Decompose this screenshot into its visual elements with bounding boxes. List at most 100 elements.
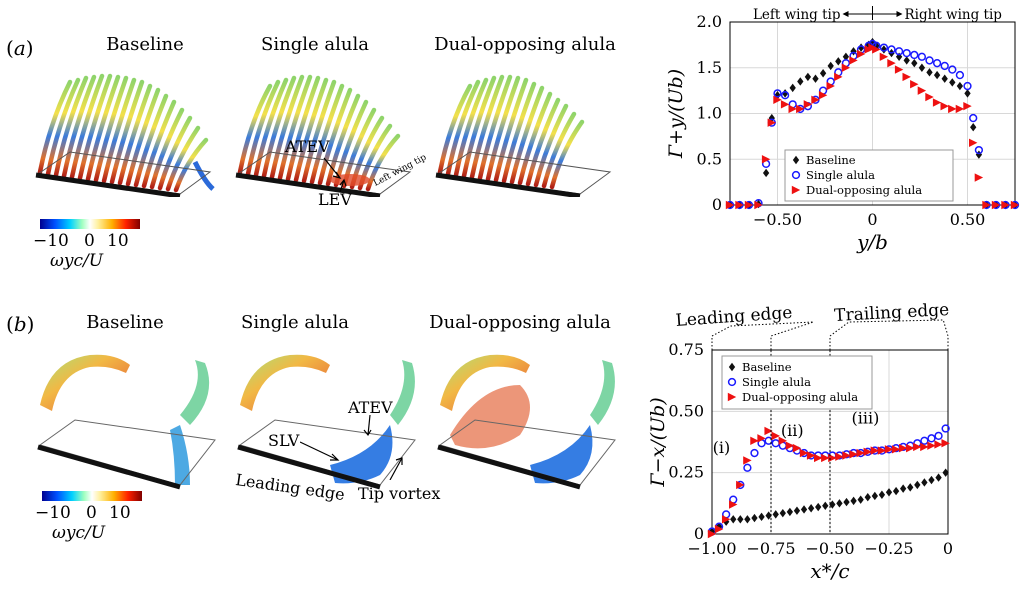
data-point <box>750 448 759 458</box>
colorbar-a-tick-mid: 0 <box>84 231 95 251</box>
data-point <box>871 491 878 501</box>
legend-box <box>784 149 954 202</box>
data-point <box>806 451 816 460</box>
colorbar-b-tick-min: −10 <box>35 503 71 523</box>
data-point <box>884 445 894 454</box>
data-point <box>894 65 904 74</box>
y-tick-label: 0.50 <box>668 401 704 420</box>
legend-marker <box>727 377 737 387</box>
data-point <box>751 513 758 523</box>
data-point <box>744 515 751 524</box>
y-tick-label: 1.0 <box>697 104 722 123</box>
legend-label: Baseline <box>742 360 792 374</box>
data-point <box>721 515 731 524</box>
data-point <box>969 138 978 147</box>
data-point <box>707 529 717 539</box>
data-point <box>850 47 857 56</box>
data-point <box>891 445 901 454</box>
data-point <box>900 484 907 493</box>
y-axis-label: Γ+y/(Ub) <box>665 69 687 159</box>
leading-edge-bracket <box>711 321 814 350</box>
data-point <box>940 101 949 111</box>
data-point <box>757 434 766 443</box>
x-tick-label: −1.00 <box>687 539 736 558</box>
data-point <box>764 436 773 445</box>
annotation-right-wing-tip-chart: Right wing tip <box>905 7 1002 23</box>
legend-marker <box>792 155 800 165</box>
data-point <box>879 43 889 52</box>
annotation-arrows-a <box>323 157 347 193</box>
data-point <box>754 200 763 210</box>
data-point <box>920 436 929 445</box>
data-point <box>932 59 942 68</box>
data-point <box>761 155 771 164</box>
panel-a-title-baseline: Baseline <box>106 34 184 55</box>
data-point <box>856 49 866 59</box>
data-point <box>800 505 808 514</box>
plot-frame <box>729 21 1016 206</box>
data-point <box>925 92 934 102</box>
data-point <box>779 508 786 518</box>
colorbar-a-tick-max: 10 <box>107 231 129 251</box>
trailing-edge-bracket <box>829 319 949 350</box>
y-tick-label: 0 <box>694 524 704 543</box>
data-point <box>955 70 965 80</box>
data-point <box>774 91 781 100</box>
data-point <box>764 426 773 436</box>
annotation-arrows-b <box>300 414 403 480</box>
annotation-lev-a: LEV <box>318 190 352 209</box>
annotation-slv: SLV <box>268 431 300 450</box>
panel-label-a: (a) <box>6 36 34 60</box>
region-label: (i) <box>713 438 731 457</box>
data-point <box>842 451 851 460</box>
data-point <box>780 100 790 109</box>
y-tick-label: 2.0 <box>697 12 722 31</box>
y-tick-label: 0.5 <box>697 149 722 168</box>
data-point <box>771 439 780 448</box>
data-point <box>974 173 984 182</box>
data-point <box>814 453 823 463</box>
data-point <box>902 48 911 58</box>
legend-label: Single alula <box>742 375 811 389</box>
data-point <box>941 439 950 448</box>
data-point <box>963 81 972 91</box>
annotation-tip-vortex: Tip vortex <box>358 484 441 503</box>
colorbar-b-tick-mid: 0 <box>86 503 97 523</box>
data-point <box>1010 200 1020 210</box>
data-point <box>864 493 871 502</box>
series-diamond <box>708 468 949 536</box>
data-point <box>788 104 797 114</box>
annotation-atev-a: ATEV <box>285 137 330 156</box>
data-point <box>736 480 745 490</box>
data-point <box>982 200 991 210</box>
data-point <box>743 463 752 472</box>
data-point <box>744 200 754 210</box>
y-tick-label: 1.5 <box>697 58 722 77</box>
data-point <box>767 118 776 127</box>
data-point <box>878 490 886 499</box>
data-point <box>849 450 858 459</box>
data-point <box>842 52 850 61</box>
data-point <box>781 89 789 98</box>
data-point <box>771 431 780 441</box>
data-point <box>932 98 942 107</box>
legend-marker <box>791 185 801 195</box>
data-point <box>869 37 876 47</box>
data-point <box>918 63 926 72</box>
data-point <box>880 45 888 54</box>
data-point <box>948 65 957 74</box>
data-point <box>762 168 770 178</box>
panel-a-title-single: Single alula <box>261 34 369 55</box>
series-triangle-right <box>707 426 950 539</box>
legend-marker <box>727 392 737 402</box>
data-point <box>927 434 936 443</box>
data-point <box>921 478 928 487</box>
data-point <box>941 424 950 433</box>
panel-b-title-dual: Dual-opposing alula <box>429 312 611 333</box>
data-point <box>942 468 949 477</box>
data-point <box>772 510 779 519</box>
data-point <box>786 507 794 517</box>
x-tick-label: 0.50 <box>950 210 986 229</box>
data-point <box>750 436 759 445</box>
